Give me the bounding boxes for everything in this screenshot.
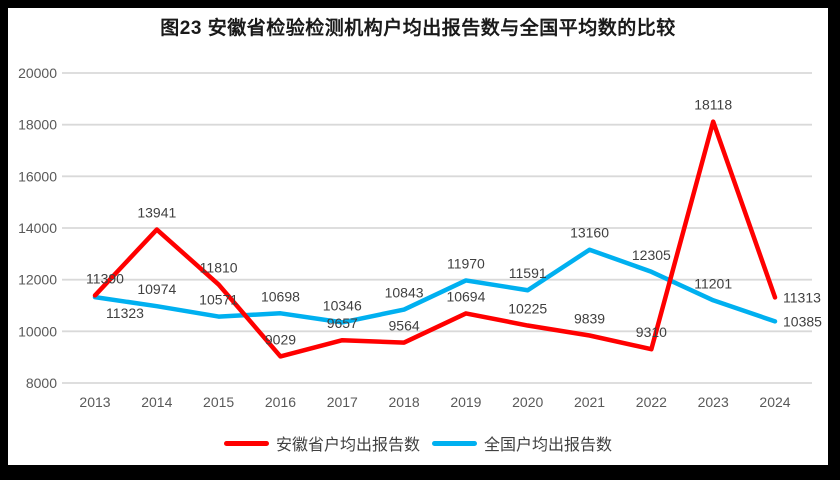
data-label: 9029 (265, 331, 296, 347)
line-chart: 20000 18000 16000 14000 12000 10000 8000 2013 20… (18, 65, 822, 410)
x-axis-tick-label: 2024 (759, 394, 790, 410)
data-label: 10698 (261, 288, 300, 304)
data-label: 11390 (86, 270, 124, 286)
data-label: 18118 (694, 97, 732, 113)
legend-label-anhui: 安徽省户均出报告数 (275, 437, 420, 454)
data-label: 10974 (137, 281, 176, 297)
data-label: 10385 (783, 313, 822, 329)
data-label: 10346 (323, 297, 362, 313)
x-axis-tick-label: 2020 (512, 394, 543, 410)
x-axis-tick-label: 2021 (574, 394, 605, 410)
y-axis-tick-label: 8000 (26, 375, 57, 391)
legend-item-national: 全国户均出报告数 (432, 431, 612, 455)
data-label: 10225 (508, 301, 547, 317)
legend-label-national: 全国户均出报告数 (484, 437, 613, 454)
x-axis-tick-label: 2019 (450, 394, 481, 410)
data-label: 13941 (137, 205, 176, 221)
x-axis-tick-label: 2022 (636, 394, 667, 410)
legend-swatch-national-line (432, 440, 477, 446)
y-axis-tick-label: 20000 (18, 65, 57, 81)
data-label: 10843 (385, 285, 424, 301)
y-axis-tick-label: 12000 (18, 272, 57, 288)
data-label: 9310 (636, 324, 667, 340)
y-axis-tick-label: 16000 (18, 168, 57, 184)
y-axis-tick-label: 10000 (18, 323, 57, 339)
data-label: 9657 (327, 315, 358, 331)
data-label: 9839 (574, 310, 605, 326)
data-label: 11591 (509, 265, 547, 281)
data-label: 10571 (199, 292, 238, 308)
data-label: 13160 (570, 225, 609, 241)
data-label: 11201 (694, 275, 732, 291)
data-label: 10694 (446, 288, 485, 304)
data-label: 11313 (783, 289, 821, 305)
legend-swatch-anhui-line (223, 440, 269, 446)
x-axis-tick-label: 2016 (265, 394, 296, 410)
chart-title: 图23 安徽省检验检测机构户均出报告数与全国平均数的比较 (160, 18, 676, 39)
x-axis-tick-label: 2018 (389, 394, 420, 410)
series-line-0 (92, 119, 778, 359)
series-line-1 (92, 247, 778, 325)
x-axis-tick-label: 2013 (79, 394, 110, 410)
chart-legend: 安徽省户均出报告数 全国户均出报告数 (8, 431, 828, 455)
data-label: 11323 (106, 305, 144, 321)
data-label: 12305 (632, 247, 671, 263)
y-axis-tick-label: 18000 (18, 117, 57, 133)
legend-item-anhui: 安徽省户均出报告数 (223, 431, 420, 455)
data-label: 9564 (389, 318, 420, 334)
chart-canvas: 图23 安徽省检验检测机构户均出报告数与全国平均数的比较 20000 18000 1… (8, 8, 828, 465)
x-axis-tick-label: 2023 (698, 394, 729, 410)
x-axis-tick-label: 2017 (327, 394, 358, 410)
data-label: 11970 (447, 255, 485, 271)
y-axis-tick-label: 14000 (18, 220, 57, 236)
x-axis-tick-label: 2015 (203, 394, 234, 410)
data-label: 11810 (200, 260, 238, 276)
x-axis-tick-label: 2014 (141, 394, 172, 410)
